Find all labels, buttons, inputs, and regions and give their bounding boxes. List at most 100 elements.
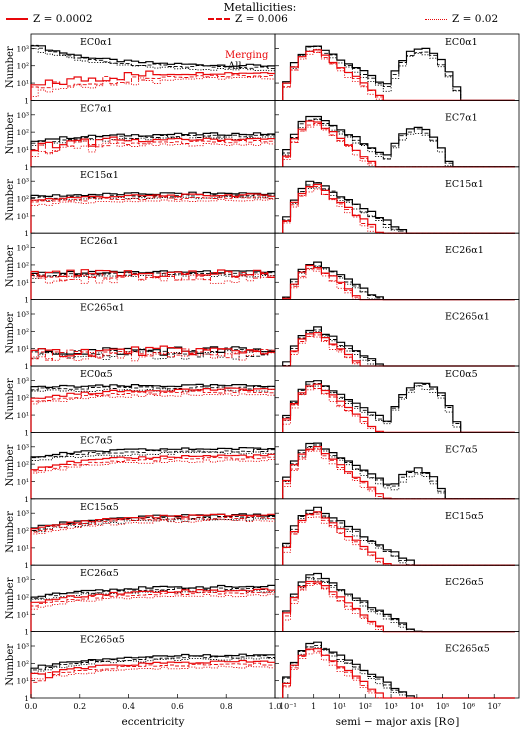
ecc-histogram-all — [30, 517, 275, 566]
ecc-histogram-all — [30, 45, 275, 101]
y-axis-label: Number — [5, 644, 16, 686]
y-tick-label: 10³ — [16, 376, 29, 385]
ecc-histogram-all — [30, 194, 275, 234]
row-label-right: EC7α1 — [445, 112, 478, 123]
y-axis-label: Number — [5, 179, 16, 221]
x-tick-label: 10⁻¹ — [279, 702, 297, 711]
ecc-histogram-all — [30, 587, 275, 632]
ecc-histogram-merging — [30, 273, 275, 300]
sma-histogram-all — [282, 442, 515, 500]
ecc-histogram-all — [30, 191, 275, 234]
right-panel-frame — [274, 100, 520, 168]
sma-histogram-all — [282, 182, 515, 234]
legend-title: Metallicities: — [223, 1, 297, 14]
ecc-histogram-all — [30, 48, 275, 101]
y-tick-label: 1 — [24, 428, 29, 437]
legend-line-solid — [6, 18, 28, 20]
y-tick-label: 10¹ — [16, 677, 29, 686]
ecc-histogram-merging — [30, 665, 275, 698]
sma-histogram-all — [282, 385, 515, 433]
ecc-histogram-merging — [30, 515, 275, 566]
left-panel-frame — [30, 166, 276, 234]
y-tick-label: 10² — [16, 593, 29, 602]
ecc-histogram-merging — [30, 588, 275, 632]
y-tick-label: 10¹ — [16, 345, 29, 354]
y-tick-label: 10² — [16, 62, 29, 71]
row-label-left: EC265α1 — [80, 303, 125, 314]
sma-histogram-all — [282, 118, 515, 168]
ecc-histogram-merging — [30, 387, 275, 433]
row-label-right: EC26α5 — [445, 577, 484, 588]
x-tick-label: 1.0 — [269, 702, 282, 711]
row-label-left: EC15α1 — [80, 170, 119, 181]
y-axis-label: Number — [5, 577, 16, 619]
sma-histogram-merging — [282, 269, 515, 301]
y-tick-label: 10³ — [16, 642, 29, 651]
sma-histogram-all — [282, 119, 515, 168]
row-label-right: EC265α5 — [445, 644, 490, 655]
y-tick-label: 10¹ — [16, 79, 29, 88]
y-tick-label: 10² — [16, 527, 29, 536]
left-panel-frame — [30, 564, 276, 633]
y-tick-label: 1 — [24, 561, 29, 570]
y-tick-label: 1 — [24, 495, 29, 504]
sma-histogram-all — [282, 646, 515, 699]
ecc-histogram-all — [30, 657, 275, 698]
y-tick-label: 10¹ — [16, 610, 29, 619]
sma-histogram-merging — [282, 385, 515, 433]
y-tick-label: 10² — [16, 460, 29, 469]
ecc-histogram-merging — [30, 269, 275, 300]
y-tick-label: 10³ — [16, 111, 29, 120]
inset-label-all: All — [227, 61, 242, 72]
y-axis-label: Number — [5, 511, 16, 553]
y-tick-label: 10¹ — [16, 212, 29, 221]
sma-histogram-all — [282, 46, 515, 101]
row-label-right: EC0α5 — [445, 369, 478, 380]
x-tick-label: 0.4 — [122, 702, 135, 711]
y-tick-label: 10² — [16, 394, 29, 403]
y-tick-label: 10³ — [16, 44, 29, 53]
y-tick-label: 10³ — [16, 576, 29, 585]
row-label-right: EC265α1 — [445, 312, 490, 323]
y-tick-label: 10³ — [16, 509, 29, 518]
ecc-histogram-merging — [30, 198, 275, 234]
row-label-left: EC26α1 — [80, 236, 119, 247]
ecc-histogram-all — [30, 388, 275, 433]
sma-histogram-all — [282, 444, 515, 500]
row-label-left: EC26α5 — [80, 568, 119, 579]
ecc-histogram-merging — [30, 193, 275, 234]
ecc-histogram-merging — [30, 393, 275, 433]
y-tick-label: 1 — [24, 163, 29, 172]
ecc-histogram-merging — [30, 345, 275, 366]
row-label-left: EC265α5 — [80, 635, 125, 646]
sma-histogram-merging — [282, 446, 515, 500]
legend-label-z-0002: Z = 0.0002 — [33, 13, 93, 25]
y-tick-label: 10¹ — [16, 477, 29, 486]
ecc-histogram-all — [30, 349, 275, 366]
ecc-histogram-merging — [30, 659, 275, 698]
y-axis-label: Number — [5, 46, 16, 88]
ecc-histogram-all — [30, 653, 275, 698]
sma-histogram-merging — [282, 649, 515, 699]
y-tick-label: 10² — [16, 327, 29, 336]
ecc-histogram-merging — [30, 518, 275, 566]
legend-item-z-0002: Z = 0.0002 — [6, 13, 93, 25]
ecc-histogram-all — [30, 274, 275, 300]
sma-histogram-merging — [282, 264, 515, 301]
sma-histogram-merging — [282, 186, 515, 234]
ecc-histogram-merging — [30, 74, 275, 101]
ecc-histogram-merging — [30, 136, 275, 167]
y-tick-label: 10³ — [16, 443, 29, 452]
ecc-histogram-all — [30, 195, 275, 234]
legend-label-z-006: Z = 0.006 — [235, 13, 288, 25]
inset-label-merging: Merging — [225, 50, 269, 61]
ecc-histogram-merging — [30, 76, 275, 101]
y-tick-label: 10³ — [16, 177, 29, 186]
ecc-histogram-all — [30, 132, 275, 167]
row-label-left: EC7α1 — [80, 103, 113, 114]
ecc-histogram-all — [30, 447, 275, 499]
